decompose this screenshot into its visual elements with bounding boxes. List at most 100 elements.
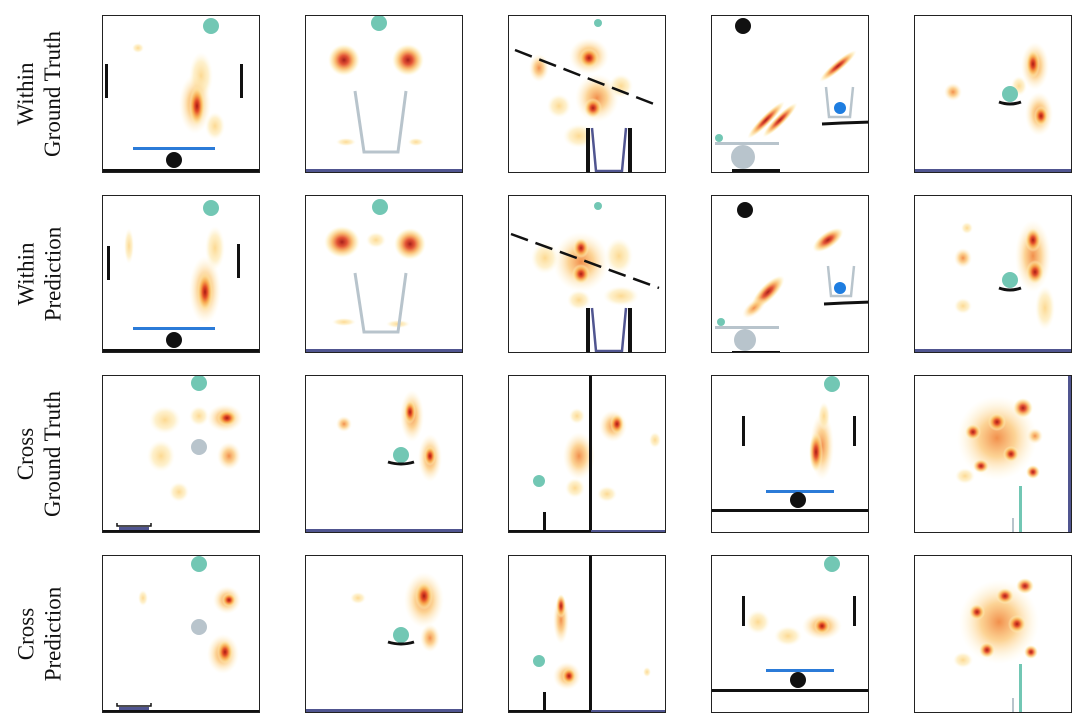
scene-within-gt-4 <box>715 18 868 172</box>
black-ball <box>166 152 182 168</box>
left-wall <box>742 416 745 446</box>
goal-ball <box>533 655 545 667</box>
panel-cross-pred-3 <box>508 555 666 713</box>
goal-ball <box>191 556 207 572</box>
blue-platform <box>133 327 215 330</box>
goal-ball <box>594 202 602 210</box>
tube-right-wall <box>628 128 632 172</box>
arc-platform <box>387 460 415 466</box>
panel-within-gt-1 <box>102 15 260 173</box>
heatmap <box>747 50 857 139</box>
panel-cross-gt-2 <box>305 375 463 533</box>
gray-platform <box>715 326 779 329</box>
heatmap <box>742 227 844 319</box>
black-ball <box>790 492 806 508</box>
heatmap <box>954 220 1055 330</box>
goal-ball <box>533 475 545 487</box>
heatmap <box>746 610 842 646</box>
tube-left-wall <box>586 128 590 172</box>
cup <box>590 307 628 352</box>
heatmap <box>147 404 243 502</box>
gray-ball <box>734 329 756 351</box>
panel-cross-pred-5 <box>914 555 1072 713</box>
row-label-within-ground-truth: Within Ground Truth <box>13 31 65 157</box>
scene-within-pred-5 <box>915 220 1071 352</box>
ground <box>103 349 259 352</box>
heatmap <box>563 408 661 502</box>
panel-cross-gt-5 <box>914 375 1072 533</box>
scene-cross-gt-1 <box>103 376 259 532</box>
panel-cross-pred-4 <box>711 555 869 713</box>
right-wall <box>240 64 243 98</box>
heatmap <box>944 42 1053 136</box>
scene-cross-gt-3 <box>509 376 665 532</box>
goal-ball <box>203 200 219 216</box>
scene-cross-gt-2 <box>306 390 462 532</box>
goal-ball <box>372 199 388 215</box>
cup <box>353 90 408 154</box>
heatmap <box>138 586 241 674</box>
scene-cross-pred-3 <box>509 556 665 712</box>
cup <box>824 86 855 119</box>
left-wall <box>107 246 110 280</box>
black-ledge <box>823 300 868 306</box>
heatmap <box>553 594 651 690</box>
floor <box>306 349 462 352</box>
goal-ball <box>203 18 219 34</box>
ground <box>712 509 868 512</box>
cup <box>353 272 408 334</box>
panel-within-gt-5 <box>914 15 1072 173</box>
ground <box>712 689 868 692</box>
panel-cross-gt-4 <box>711 375 869 533</box>
goal-ball <box>1002 86 1018 102</box>
right-wall <box>853 596 856 626</box>
floor <box>915 349 1071 352</box>
black-ledge <box>821 120 868 126</box>
panel-within-gt-4 <box>711 15 869 173</box>
black-ball <box>166 332 182 348</box>
ground <box>103 710 259 712</box>
scene-cross-gt-5 <box>955 376 1071 532</box>
goal-ball <box>717 318 725 326</box>
small-basket <box>116 523 152 527</box>
panel-within-pred-4 <box>711 195 869 353</box>
ground <box>103 169 259 172</box>
heatmap <box>124 226 225 324</box>
scene-within-gt-2 <box>306 16 462 172</box>
arc-platform <box>998 100 1022 106</box>
heatmap <box>531 232 639 310</box>
goal-ball <box>824 376 840 392</box>
scene-cross-pred-4 <box>712 556 868 692</box>
gray-ball <box>191 439 207 455</box>
floor-right <box>591 530 665 532</box>
short-post <box>543 692 546 712</box>
heatmap <box>132 43 225 140</box>
gray-ball <box>191 619 207 635</box>
row-label-cross-prediction: Cross Prediction <box>13 586 66 682</box>
floor <box>915 169 1071 172</box>
scene-cross-gt-4 <box>712 376 868 512</box>
black-bar <box>732 169 780 172</box>
goal-ball <box>715 134 723 142</box>
row-label-within-prediction: Within Prediction <box>13 226 66 322</box>
scene-within-pred-3 <box>510 202 660 352</box>
arc-platform <box>998 286 1022 292</box>
right-wall <box>853 416 856 446</box>
blue-platform <box>133 147 215 150</box>
black-ball <box>790 672 806 688</box>
black-bar <box>732 351 780 352</box>
left-wall <box>742 596 745 626</box>
scene-within-pred-4 <box>715 202 868 352</box>
right-wall <box>237 244 240 278</box>
goal-ball <box>393 447 409 463</box>
blue-platform <box>766 669 834 672</box>
blue-ball <box>834 102 846 114</box>
heatmap <box>955 396 1043 484</box>
scene-within-pred-1 <box>103 200 259 352</box>
black-ball <box>737 202 753 218</box>
tube-right-wall <box>628 308 632 352</box>
goal-ball <box>1002 272 1018 288</box>
floor <box>306 169 462 172</box>
scene-cross-pred-1 <box>103 556 259 712</box>
scene-within-pred-2 <box>306 199 462 352</box>
